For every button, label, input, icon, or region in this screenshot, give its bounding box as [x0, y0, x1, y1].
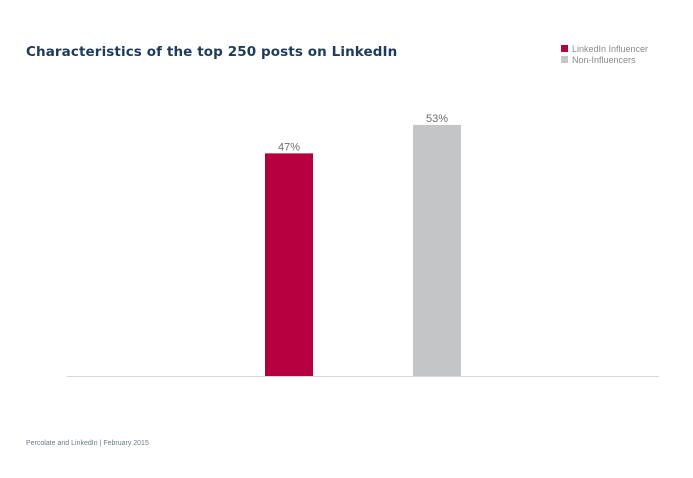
- chart-title: Characteristics of the top 250 posts on …: [26, 44, 398, 60]
- bar-influencer: [265, 153, 313, 376]
- legend-item-influencer: LinkedIn Influencer: [561, 43, 648, 54]
- bar-non-influencer: [413, 124, 461, 377]
- footer-source: Percolate and LinkedIn | February 2015: [26, 440, 149, 447]
- data-label-influencer: 47%: [278, 141, 300, 153]
- legend-label-influencer: LinkedIn Influencer: [572, 43, 649, 54]
- legend-swatch-influencer: [561, 45, 568, 52]
- data-label-non-influencer: 53%: [426, 113, 448, 125]
- legend-label-non-influencer: Non-Influencers: [572, 54, 636, 65]
- legend: LinkedIn Influencer Non-Influencers: [561, 43, 648, 65]
- legend-swatch-non-influencer: [561, 56, 568, 63]
- legend-item-non-influencer: Non-Influencers: [561, 54, 648, 65]
